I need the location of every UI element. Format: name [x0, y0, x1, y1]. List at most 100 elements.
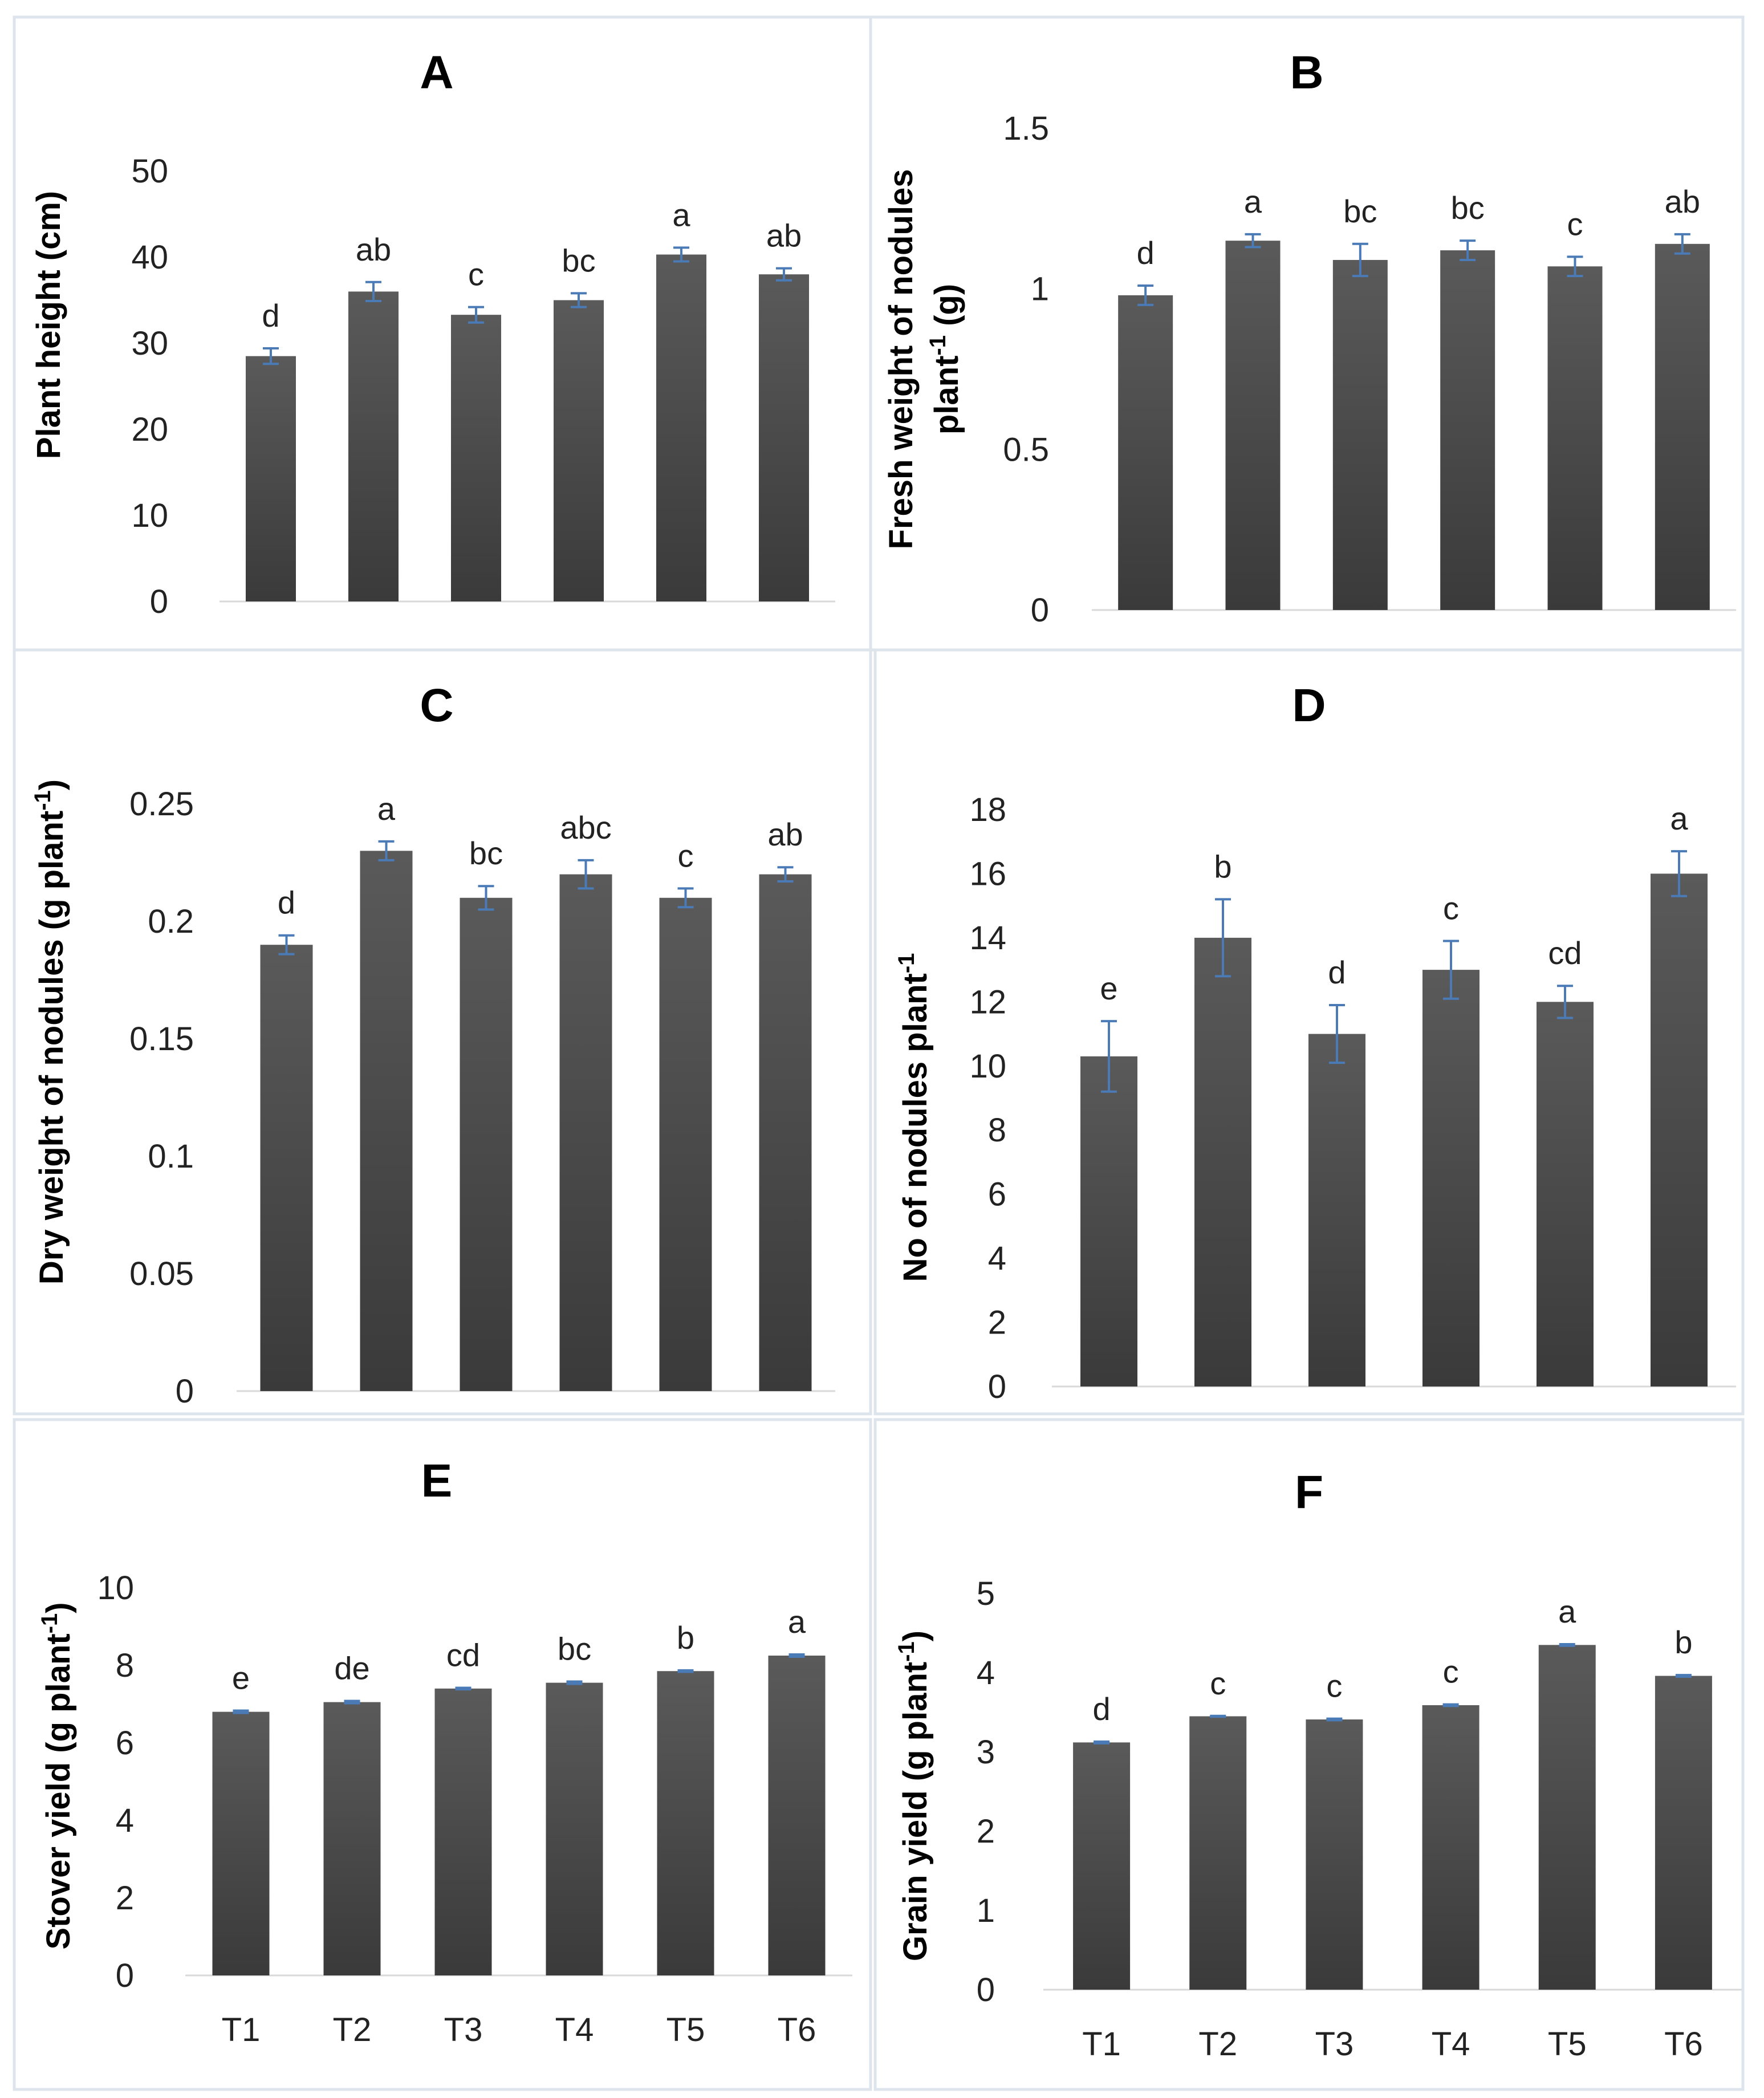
bar-t1: [1118, 295, 1173, 610]
error-bar: [233, 1709, 249, 1714]
bar-t1: [260, 945, 313, 1391]
bar-t5: [657, 1671, 714, 1975]
y-tick-label: 8: [116, 1647, 134, 1684]
y-tick-label: 4: [977, 1654, 995, 1692]
bar-t2: [360, 851, 413, 1391]
bar-t5: [1537, 1002, 1594, 1387]
significance-label: e: [232, 1660, 250, 1696]
bar-t1: [246, 356, 296, 601]
error-bar: [776, 267, 792, 282]
y-tick-label: 1: [1031, 271, 1049, 308]
y-tick-label: 0: [1031, 592, 1049, 629]
y-tick-label: 30: [131, 325, 168, 362]
significance-label: a: [1558, 1593, 1576, 1629]
error-bar: [1094, 1740, 1110, 1745]
y-tick-label: 2: [116, 1880, 134, 1917]
x-tick-label: T4: [1432, 2026, 1470, 2063]
error-bar: [566, 1680, 583, 1685]
bar-t5: [1547, 266, 1603, 610]
y-tick-label: 0: [116, 1957, 134, 1994]
y-axis-label: Grain yield (g plant-1): [894, 1631, 934, 1961]
error-bar: [1557, 985, 1573, 1019]
bar-t3: [1306, 1719, 1363, 1990]
significance-label: c: [1326, 1668, 1342, 1704]
y-tick-label: 3: [977, 1734, 995, 1771]
error-bar: [1559, 1642, 1575, 1647]
significance-label: ab: [767, 816, 803, 852]
error-bar: [571, 292, 587, 308]
significance-label: c: [1443, 891, 1459, 926]
chart-panel-e: E 0 2 4 6 8 10 Stover yield (g plant-1) e T1 de T2 c…: [13, 1418, 872, 2091]
significance-label: bc: [469, 835, 503, 871]
y-tick-label: 5: [977, 1575, 995, 1612]
error-bar: [478, 885, 494, 911]
y-axis-label: Plant height (cm): [30, 191, 67, 459]
y-tick-label: 10: [97, 1570, 134, 1607]
bar-t1: [212, 1711, 270, 1975]
x-tick-label: T2: [1198, 2026, 1237, 2063]
y-tick-label: 0.15: [129, 1020, 194, 1058]
error-bar: [378, 840, 395, 861]
x-tick-label: T3: [444, 2011, 483, 2048]
chart-panel-d: D 0 2 4 6 8 10 12 14 16 18 No of nodules plant-1 e b d…: [873, 648, 1745, 1416]
error-bar: [788, 1653, 805, 1658]
error-bar: [1329, 1003, 1345, 1064]
y-tick-label: 6: [116, 1725, 134, 1762]
panel-title: D: [1292, 680, 1326, 731]
error-bar: [1210, 1714, 1226, 1718]
significance-label: e: [1100, 970, 1117, 1006]
bar-t3: [460, 897, 513, 1391]
error-bar: [1215, 898, 1231, 978]
panel-title: F: [1295, 1466, 1323, 1518]
error-bar: [1443, 940, 1459, 1000]
chart-panel-a: A 0 10 20 30 40 50 Plant height (cm) d ab c bc a ab: [13, 15, 872, 652]
y-axis-label: Fresh weight of nodules: [883, 169, 920, 549]
y-tick-label: 0: [988, 1368, 1006, 1405]
significance-label: d: [1328, 954, 1346, 990]
y-tick-label: 14: [969, 920, 1006, 957]
significance-label: b: [1674, 1624, 1692, 1660]
panel-title: C: [420, 680, 453, 731]
bar-t2: [1189, 1716, 1247, 1990]
error-bar: [578, 859, 594, 890]
error-bar: [677, 887, 694, 909]
significance-label: ab: [356, 231, 391, 267]
significance-label: a: [377, 791, 396, 827]
y-axis-label-line2: plant-1 (g): [925, 284, 965, 434]
x-tick-label: T3: [1315, 2026, 1354, 2063]
significance-label: ab: [766, 218, 802, 254]
y-tick-label: 0: [150, 583, 168, 620]
y-tick-label: 10: [969, 1048, 1006, 1085]
significance-label: d: [1093, 1691, 1111, 1727]
bar-t4: [1422, 970, 1480, 1387]
significance-label: d: [262, 298, 279, 334]
significance-label: c: [678, 837, 694, 873]
bar-t1: [1073, 1742, 1131, 1990]
error-bar: [1671, 850, 1687, 897]
significance-label: a: [1670, 800, 1688, 836]
error-bar: [673, 246, 689, 263]
x-tick-label: T1: [1082, 2026, 1121, 2063]
significance-label: bc: [562, 242, 595, 278]
x-tick-label: T5: [666, 2011, 705, 2048]
chart-panel-f: F 0 1 2 3 4 5 Grain yield (g plant-1) d T1 c T2 c T3 c…: [873, 1418, 1745, 2091]
error-bar: [1675, 1674, 1692, 1678]
significance-label: a: [1244, 184, 1262, 219]
significance-label: cd: [446, 1637, 480, 1673]
y-tick-label: 20: [131, 411, 168, 448]
bar-t3: [434, 1688, 492, 1975]
significance-label: d: [278, 885, 295, 921]
bar-t5: [659, 897, 712, 1391]
error-bar: [344, 1699, 360, 1705]
error-bar: [365, 280, 381, 303]
y-tick-label: 1: [977, 1892, 995, 1929]
error-bar: [1326, 1717, 1343, 1722]
chart-panel-b: B 0 0.5 1 1.5 Fresh weight of nodules plant-1 …: [869, 15, 1745, 652]
significance-label: bc: [1343, 193, 1377, 229]
error-bar: [1442, 1703, 1459, 1707]
significance-label: a: [788, 1604, 806, 1640]
significance-label: b: [1214, 848, 1231, 884]
error-bar: [1460, 239, 1476, 261]
bar-t2: [323, 1702, 381, 1975]
bar-t4: [559, 874, 612, 1391]
